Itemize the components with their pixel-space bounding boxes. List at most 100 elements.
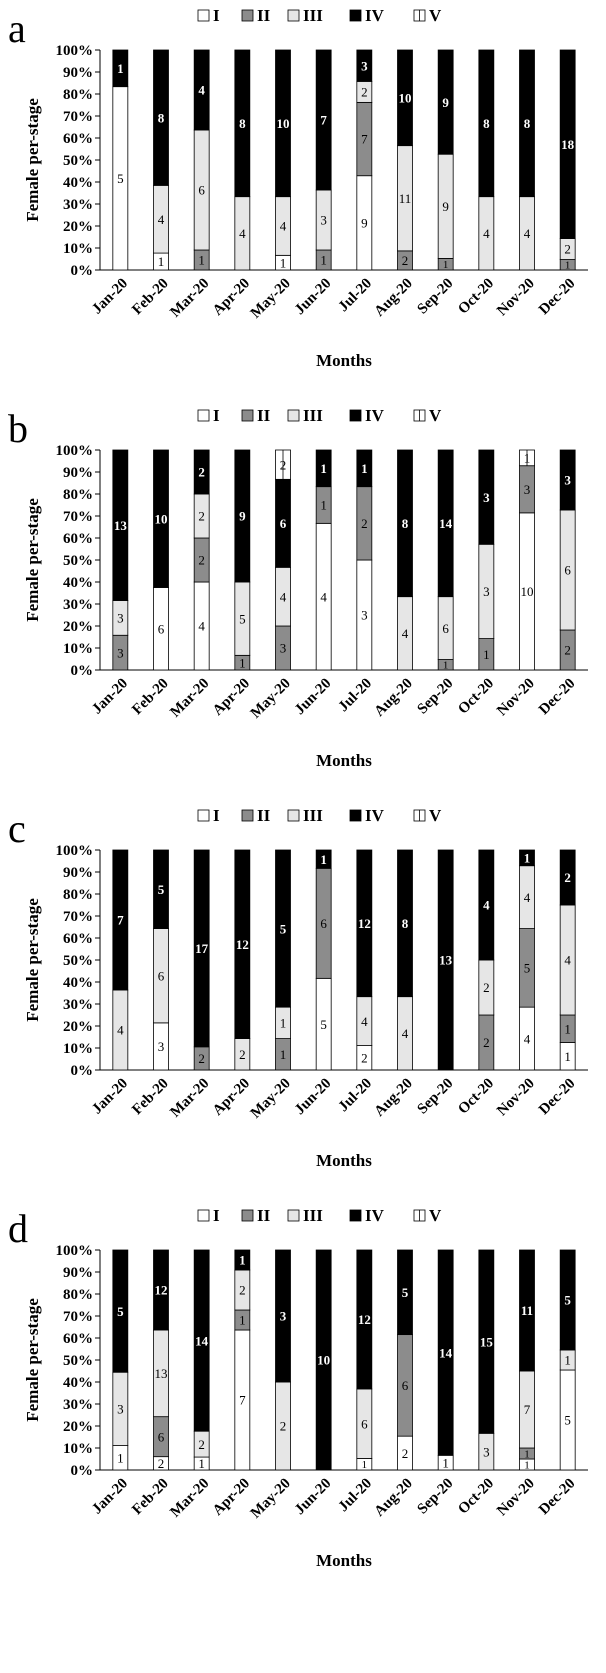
data-label: 8: [524, 116, 531, 131]
x-tick-label: Jan-20: [89, 1076, 131, 1118]
bar-segment-IV: 10: [275, 49, 291, 198]
data-label: 14: [439, 1345, 453, 1360]
legend-label: II: [257, 6, 271, 25]
legend-item-I: I: [197, 806, 220, 825]
legend-label: III: [303, 806, 323, 825]
data-label: 5: [239, 611, 246, 626]
bar-segment-IV: 5: [397, 1249, 413, 1336]
bar: [356, 449, 373, 488]
data-label: 5: [564, 1413, 571, 1428]
bar-segment-IV: 3: [275, 1249, 291, 1383]
bar-segment-IV: 7: [315, 49, 332, 191]
bar-segment-III: 3: [315, 189, 332, 251]
bar-segment-III: 7: [519, 1370, 535, 1449]
data-label: 1: [239, 1313, 246, 1328]
bar: [153, 49, 169, 186]
y-tick-label: 100%: [56, 443, 94, 459]
y-tick-label: 50%: [63, 153, 93, 169]
x-tick-label: May-20: [248, 276, 294, 322]
bar-segment-III: 4: [112, 989, 129, 1071]
data-label: 9: [442, 95, 449, 110]
x-tick-label: Dec-20: [536, 1076, 579, 1119]
data-label: 4: [198, 619, 205, 634]
data-label: 11: [399, 191, 412, 206]
bar-segment-III: 2: [193, 493, 210, 539]
y-tick-label: 30%: [63, 1397, 93, 1413]
bar-segment-III: 6: [437, 596, 454, 660]
bar-segment-IV: 5: [112, 1249, 129, 1373]
y-axis-label: Female per-stage: [23, 98, 42, 222]
bar-segment-IV: 10: [397, 49, 413, 147]
x-tick-label: Sep-20: [415, 1076, 457, 1118]
data-label: 1: [524, 451, 531, 466]
bar-segment-IV: 1: [315, 449, 332, 488]
bar-segment-IV: 8: [397, 849, 413, 998]
panel-label: a: [8, 6, 26, 51]
bar: [478, 849, 495, 961]
y-tick-label: 20%: [63, 1419, 93, 1435]
bar: [275, 1249, 291, 1383]
bar-segment-III: 4: [559, 904, 576, 1016]
data-label: 1: [564, 1049, 571, 1064]
bar-segment-II: 1: [559, 1014, 576, 1043]
data-label: 5: [117, 1304, 124, 1319]
bar-segment-IV: 9: [437, 49, 454, 155]
legend-label: II: [257, 406, 271, 425]
legend-item-IV: IV: [349, 6, 385, 25]
bar-segment-III: 4: [275, 196, 291, 256]
y-tick-label: 80%: [63, 887, 93, 903]
bar-segment-III: 6: [559, 509, 576, 631]
data-label: 1: [320, 852, 327, 867]
data-label: 1: [320, 498, 327, 513]
bar-segment-IV: 4: [193, 49, 210, 131]
x-tick-label: Jul-20: [336, 276, 376, 316]
bar-segment-III: 2: [234, 1269, 251, 1311]
stacked-bar-chart-a: a I II III IV V0%10%20%30%40%50%60%70%80%90%1…: [8, 6, 588, 370]
x-tick-label: Jul-20: [336, 1476, 376, 1516]
data-label: 1: [524, 1459, 530, 1471]
x-tick-label: Mar-20: [167, 676, 212, 721]
x-tick-label: Feb-20: [129, 276, 172, 319]
bar-segment-III: 6: [193, 129, 210, 251]
data-label: 1: [117, 1450, 124, 1465]
data-label: 3: [117, 645, 124, 660]
panel-label: b: [8, 406, 28, 451]
bar: [478, 1249, 495, 1434]
legend-item-I: I: [197, 406, 220, 425]
data-label: 13: [114, 518, 128, 533]
data-label: 7: [117, 913, 124, 928]
legend-swatch: [287, 9, 300, 22]
legend-swatch: [287, 1209, 300, 1222]
legend-item-II: II: [241, 406, 271, 425]
panel-label: d: [8, 1206, 28, 1251]
bar-segment-IV: 10: [315, 1249, 332, 1471]
bar: [356, 849, 373, 998]
y-tick-label: 100%: [56, 43, 94, 59]
data-label: 1: [198, 1456, 205, 1471]
data-label: 2: [361, 516, 368, 531]
data-label: 6: [158, 968, 165, 983]
bar-segment-III: 4: [153, 184, 169, 254]
y-tick-label: 80%: [63, 487, 93, 503]
data-label: 3: [483, 490, 490, 505]
legend-item-V: V: [413, 1206, 442, 1225]
bar: [519, 849, 535, 867]
bar-segment-IV: 10: [153, 449, 169, 588]
data-label: 15: [480, 1334, 494, 1349]
y-tick-label: 100%: [56, 1243, 94, 1259]
bar-segment-IV: 1: [234, 1249, 251, 1271]
bar-segment-IV: 14: [193, 1249, 210, 1432]
bar-segment-III: 4: [478, 196, 495, 271]
legend-label: V: [429, 406, 442, 425]
y-tick-label: 10%: [63, 1041, 93, 1057]
bar-segment-IV: 5: [153, 849, 169, 929]
bar-segment-III: 3: [112, 1371, 129, 1446]
bar-segment-IV: 2: [559, 849, 576, 906]
data-label: 5: [564, 1293, 571, 1308]
data-label: 1: [280, 1016, 287, 1031]
bar-segment-II: 5: [519, 928, 535, 1008]
bar: [234, 49, 251, 198]
legend-item-IV: IV: [349, 1206, 385, 1225]
x-axis-label: Months: [316, 751, 372, 770]
y-tick-label: 60%: [63, 131, 93, 147]
